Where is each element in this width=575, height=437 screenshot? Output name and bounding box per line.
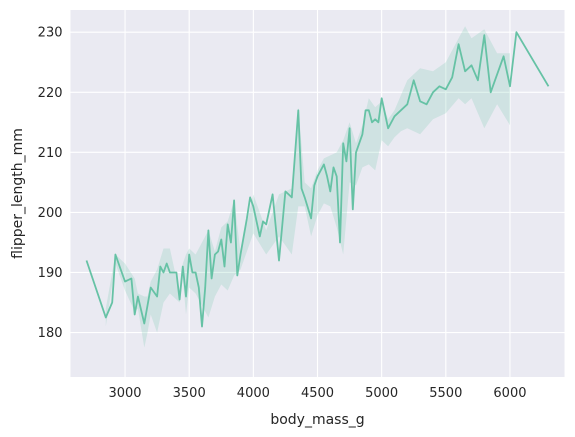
series-line-path bbox=[85, 31, 550, 328]
y-tick-label: 210 bbox=[38, 146, 63, 161]
y-tick-label: 230 bbox=[38, 26, 63, 41]
x-axis-label: body_mass_g bbox=[270, 412, 364, 428]
x-tick-label: 5000 bbox=[365, 386, 398, 401]
y-tick-label: 190 bbox=[38, 266, 63, 281]
y-tick-labels: 180 190 200 210 220 230 bbox=[38, 26, 63, 341]
gridlines bbox=[70, 10, 565, 377]
x-tick-labels: 3000 3500 4000 4500 5000 5500 6000 bbox=[108, 386, 526, 401]
y-axis-label: flipper_length_mm bbox=[10, 128, 26, 259]
x-tick-label: 6000 bbox=[493, 386, 526, 401]
y-tick-label: 180 bbox=[38, 326, 63, 341]
x-tick-label: 4500 bbox=[301, 386, 334, 401]
x-tick-label: 5500 bbox=[429, 386, 462, 401]
x-tick-label: 3500 bbox=[173, 386, 206, 401]
x-tick-label: 3000 bbox=[108, 386, 141, 401]
x-tick-label: 4000 bbox=[237, 386, 270, 401]
y-tick-label: 200 bbox=[38, 206, 63, 221]
series-line bbox=[85, 31, 550, 328]
y-tick-label: 220 bbox=[38, 86, 63, 101]
